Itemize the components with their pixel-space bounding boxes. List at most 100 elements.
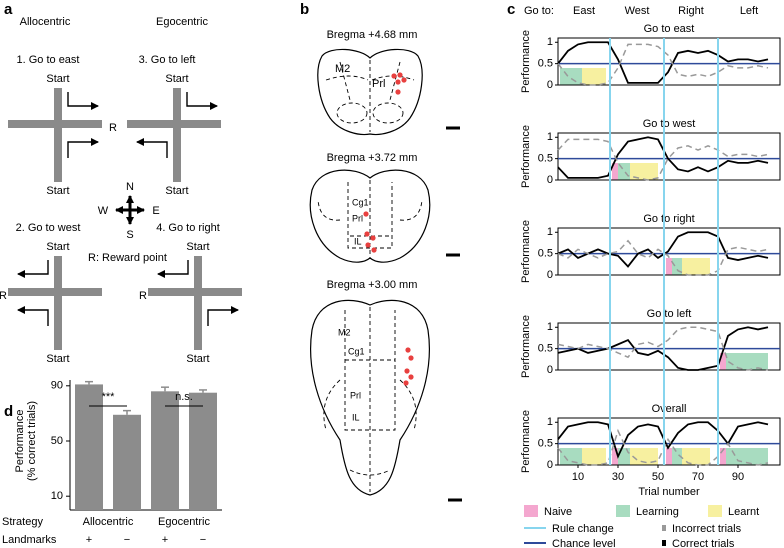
y-tick-label: 0.5	[538, 343, 553, 355]
x-tick-label: 90	[732, 471, 744, 483]
legend-swatch	[662, 540, 666, 546]
maze-arm	[194, 256, 202, 350]
region-label: IL	[354, 236, 362, 246]
panel-letter: d	[4, 403, 13, 420]
subplot-title: Go to east	[644, 23, 695, 35]
y-tick-label: 0	[547, 364, 553, 376]
recording-sites	[403, 347, 414, 386]
maze-arm	[173, 88, 181, 182]
route-arrow	[207, 306, 239, 326]
phase-band	[618, 448, 630, 465]
start-label: Start	[186, 353, 209, 365]
phase-band	[612, 163, 618, 180]
performance-line	[557, 138, 769, 181]
subplot-title: Overall	[652, 403, 687, 415]
y-tick-label: 1	[547, 36, 553, 48]
route-arrow	[67, 92, 99, 110]
phase-band	[666, 258, 672, 275]
y-axis-label: Performance	[520, 315, 532, 378]
phase-band	[726, 448, 768, 465]
subplot-title: Go to right	[643, 213, 694, 225]
subplot-title: Go to left	[647, 308, 692, 320]
significance-label: n.s.	[175, 391, 193, 403]
region-label: M2	[335, 63, 350, 75]
compass-label: W	[98, 205, 109, 217]
route-arrow	[67, 138, 99, 158]
brain-outline	[317, 48, 423, 136]
legend-label: Chance level	[552, 538, 616, 548]
legend-swatch	[616, 505, 630, 517]
y-axis-label: Performance	[520, 30, 532, 93]
reward-label: R	[139, 290, 147, 302]
phase-band	[720, 448, 726, 465]
maze-arm	[8, 120, 102, 128]
maze-arm	[54, 88, 62, 182]
phase-band	[560, 448, 582, 465]
performance-line	[557, 239, 769, 276]
phase-band	[682, 258, 710, 275]
region-label: M2	[338, 327, 351, 337]
panel-b: b Bregma +4.68 mm M2 Prl Bregma +3.72 mm…	[300, 1, 462, 502]
maze-arm	[54, 256, 62, 350]
phase-band	[672, 448, 682, 465]
y-axis-label: Performance	[14, 410, 26, 473]
panel-letter: b	[300, 1, 309, 18]
phase-header: Go to:	[524, 5, 554, 17]
region-label: Prl	[352, 213, 363, 223]
region-border	[336, 102, 368, 124]
y-tick-label: 10	[51, 490, 63, 502]
reward-label: R	[0, 290, 7, 302]
region-label: IL	[352, 412, 360, 422]
x-tick-label: −	[200, 534, 206, 546]
performance-line	[557, 43, 769, 86]
y-tick-label: 0.5	[538, 248, 553, 260]
start-label: Start	[46, 73, 69, 85]
performance-line	[557, 428, 769, 466]
x-tick-label: +	[162, 534, 168, 546]
route-arrow	[157, 260, 189, 278]
route-arrow	[186, 92, 218, 110]
legend-label: Incorrect trials	[672, 523, 742, 535]
y-tick-label: 0	[547, 79, 553, 91]
phase-band	[582, 68, 606, 85]
legend-swatch	[708, 505, 722, 517]
maze-arm	[127, 120, 221, 128]
legend-label: Naive	[544, 506, 572, 518]
plot-frame	[557, 37, 781, 86]
recording-sites	[391, 72, 407, 95]
maze-arm	[148, 288, 242, 296]
region-label: Cg1	[352, 197, 369, 207]
start-label: Start	[46, 353, 69, 365]
x-tick-label: 50	[652, 471, 664, 483]
subplot-title: Go to west	[643, 118, 696, 130]
y-tick-label: 1	[547, 226, 553, 238]
bar	[189, 392, 217, 510]
phase-band	[720, 353, 726, 370]
start-label: Start	[186, 241, 209, 253]
legend-label: Rule change	[552, 523, 614, 535]
legend-label: Learning	[636, 506, 679, 518]
section-label: Bregma +3.72 mm	[327, 152, 418, 164]
route-arrow	[17, 260, 49, 278]
region-label: Cg1	[348, 346, 365, 356]
y-axis-label: Performance	[520, 220, 532, 283]
group-label: Allocentric	[83, 516, 134, 528]
maze-arm	[8, 288, 102, 296]
phase-band	[612, 448, 618, 465]
legend-swatch	[524, 505, 538, 517]
y-tick-label: 1	[547, 321, 553, 333]
region-label: Prl	[350, 390, 361, 400]
reward-label: R	[109, 122, 117, 134]
panel-letter: a	[4, 1, 13, 18]
y-tick-label: 0	[547, 269, 553, 281]
y-axis-label: Performance	[520, 410, 532, 473]
phase-band	[630, 163, 658, 180]
y-tick-label: 50	[51, 435, 63, 447]
bar	[151, 391, 179, 510]
phase-label: East	[573, 5, 595, 17]
y-tick-label: 0.5	[538, 153, 553, 165]
phase-label: Left	[740, 5, 758, 17]
task-label: 3. Go to left	[139, 54, 196, 66]
phase-label: West	[625, 5, 650, 17]
